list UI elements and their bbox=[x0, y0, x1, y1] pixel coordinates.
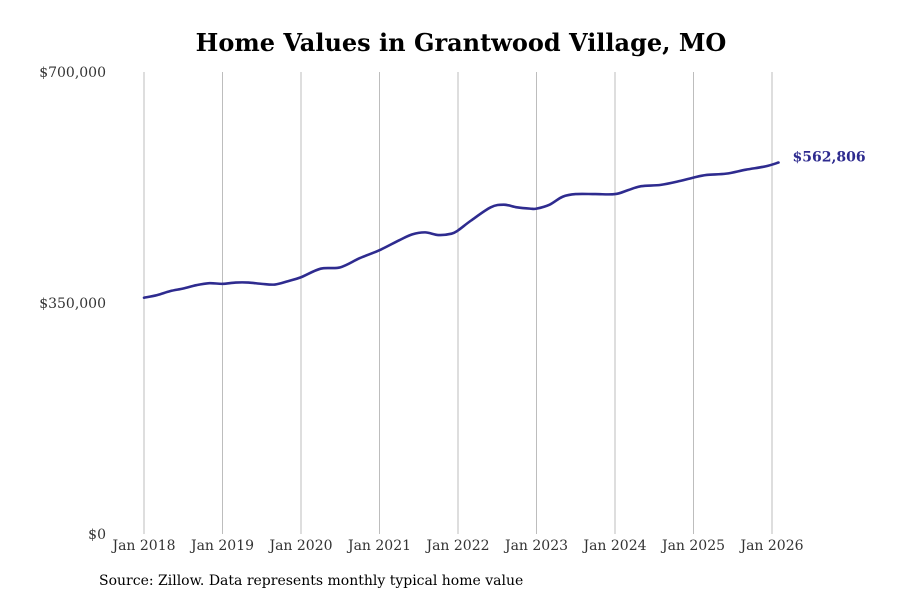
x-tick-label: Jan 2019 bbox=[189, 538, 254, 554]
series-line bbox=[142, 161, 780, 300]
x-tick-label: Jan 2023 bbox=[503, 538, 568, 554]
source-note: Source: Zillow. Data represents monthly … bbox=[99, 573, 524, 589]
grid bbox=[143, 72, 773, 534]
x-tick-label: Jan 2022 bbox=[424, 538, 489, 554]
y-tick-label: $700,000 bbox=[39, 65, 106, 81]
x-tick-label: Jan 2025 bbox=[660, 538, 725, 554]
series-layer: $562,806 bbox=[142, 150, 866, 300]
end-value-label: $562,806 bbox=[793, 150, 866, 166]
x-tick-label: Jan 2026 bbox=[738, 538, 803, 554]
y-axis: $0 $350,000 $700,000 bbox=[39, 65, 106, 543]
x-tick-label: Jan 2021 bbox=[346, 538, 411, 554]
x-tick-label: Jan 2020 bbox=[267, 538, 332, 554]
chart-title: Home Values in Grantwood Village, MO bbox=[196, 28, 727, 57]
x-tick-label: Jan 2024 bbox=[581, 538, 646, 554]
x-axis: Jan 2018 Jan 2019 Jan 2020 Jan 2021 Jan 2022… bbox=[110, 538, 803, 554]
y-tick-label: $0 bbox=[88, 527, 106, 543]
y-tick-label: $350,000 bbox=[39, 296, 106, 312]
x-tick-label: Jan 2018 bbox=[110, 538, 175, 554]
